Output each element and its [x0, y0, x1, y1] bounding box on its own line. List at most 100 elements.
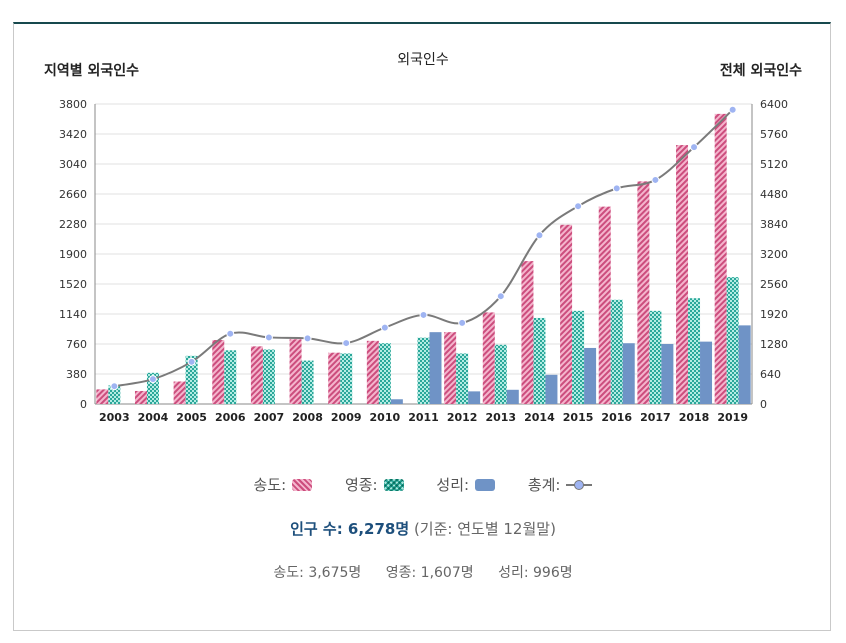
- right-tick-label: 1920: [760, 308, 788, 321]
- bar-songdo-2003: [96, 389, 109, 404]
- yeongjong-swatch-icon: [383, 478, 404, 491]
- bar-seongri-2014: [545, 374, 558, 404]
- bar-yeongjong-2006: [224, 350, 237, 404]
- legend-total[interactable]: 총계:: [528, 474, 593, 495]
- bar-songdo-2017: [637, 181, 650, 404]
- x-tick-label: 2004: [138, 411, 169, 424]
- x-tick-label: 2011: [408, 411, 439, 424]
- total-point-2019[interactable]: [728, 105, 737, 114]
- x-tick-label: 2007: [254, 411, 285, 424]
- bar-yeongjong-2012: [456, 353, 469, 404]
- bar-songdo-2019: [714, 113, 727, 405]
- total-point-2018[interactable]: [690, 143, 699, 152]
- total-point-2014[interactable]: [535, 231, 544, 240]
- x-tick-label: 2003: [99, 411, 130, 424]
- total-point-2013[interactable]: [496, 292, 505, 301]
- total-point-2017[interactable]: [651, 175, 660, 184]
- total-point-2007[interactable]: [264, 333, 273, 342]
- legend-total-label: 총계:: [527, 476, 561, 494]
- total-point-2009[interactable]: [342, 339, 351, 348]
- bar-yeongjong-2010: [378, 343, 391, 404]
- bar-songdo-2008: [289, 339, 302, 404]
- bar-yeongjong-2009: [340, 353, 353, 404]
- total-point-2006[interactable]: [226, 329, 235, 338]
- total-point-2015[interactable]: [574, 202, 583, 211]
- left-tick-label: 3800: [59, 98, 87, 111]
- total-point-2011[interactable]: [419, 310, 428, 319]
- right-tick-label: 6400: [760, 98, 788, 111]
- right-tick-label: 5120: [760, 158, 788, 171]
- left-axis-title: 지역별 외국인수: [44, 62, 139, 79]
- bar-yeongjong-2007: [262, 349, 275, 404]
- bar-yeongjong-2015: [572, 310, 585, 404]
- right-tick-label: 5760: [760, 128, 788, 141]
- population-detail: 송도: 3,675명 영종: 1,607명 성리: 996명: [0, 562, 846, 582]
- legend-seongri-label: 성리:: [436, 476, 470, 494]
- x-tick-label: 2014: [524, 411, 555, 424]
- total-line: [110, 105, 737, 391]
- left-tick-label: 380: [66, 368, 87, 381]
- bar-yeongjong-2003: [108, 385, 121, 404]
- right-tick-label: 640: [760, 368, 781, 381]
- population-total: 인구 수: 6,278명: [290, 520, 410, 538]
- bar-yeongjong-2016: [610, 299, 623, 404]
- x-tick-label: 2013: [485, 411, 516, 424]
- right-tick-label: 4480: [760, 188, 788, 201]
- total-point-2004[interactable]: [148, 375, 157, 384]
- songdo-swatch-icon: [292, 478, 313, 491]
- right-tick-label: 3200: [760, 248, 788, 261]
- x-tick-label: 2012: [447, 411, 478, 424]
- x-tick-label: 2019: [717, 411, 748, 424]
- x-tick-label: 2005: [176, 411, 207, 424]
- bar-songdo-2006: [212, 340, 225, 404]
- right-tick-label: 3840: [760, 218, 788, 231]
- total-point-2005[interactable]: [187, 357, 196, 366]
- chart-title: 외국인수: [397, 52, 449, 68]
- seongri-swatch-icon: [475, 478, 496, 491]
- left-tick-label: 0: [80, 398, 87, 411]
- bar-songdo-2009: [328, 352, 341, 404]
- bar-yeongjong-2005: [185, 355, 198, 404]
- bar-songdo-2005: [173, 381, 186, 404]
- left-tick-label: 3420: [59, 128, 87, 141]
- bar-songdo-2004: [134, 390, 147, 404]
- left-axis-ticks: 0 380 760 1140 1520 1900 2280 2660 3040 3420 3800: [59, 98, 87, 411]
- legend-yeongjong-label: 영종:: [344, 476, 378, 494]
- bar-songdo-2012: [444, 332, 457, 404]
- bar-songdo-2018: [676, 145, 689, 405]
- total-point-2003[interactable]: [110, 382, 119, 391]
- total-point-2010[interactable]: [380, 323, 389, 332]
- bar-yeongjong-2008: [301, 360, 314, 404]
- left-tick-label: 1900: [59, 248, 87, 261]
- left-tick-label: 1520: [59, 278, 87, 291]
- bar-seongri-2017: [661, 344, 674, 404]
- x-tick-label: 2006: [215, 411, 246, 424]
- bar-seongri-2015: [584, 347, 597, 404]
- detail-seongri: 성리: 996명: [498, 565, 573, 581]
- chart-svg: 외국인수 지역별 외국인수 전체 외국인수 0 380 760 1140 1520 190…: [44, 52, 802, 424]
- right-tick-label: 1280: [760, 338, 788, 351]
- bar-seongri-2011: [429, 332, 442, 404]
- left-tick-label: 760: [66, 338, 87, 351]
- left-tick-label: 2280: [59, 218, 87, 231]
- legend: 송도: 영종: 성리: 총계:: [0, 474, 846, 495]
- x-tick-label: 2015: [563, 411, 594, 424]
- x-tick-label: 2018: [679, 411, 710, 424]
- bar-yeongjong-2011: [417, 337, 430, 404]
- right-tick-label: 0: [760, 398, 767, 411]
- total-point-2008[interactable]: [303, 334, 312, 343]
- right-tick-label: 2560: [760, 278, 788, 291]
- x-tick-label: 2008: [292, 411, 323, 424]
- bar-seongri-2010: [390, 399, 403, 404]
- bar-seongri-2019: [738, 325, 751, 404]
- total-point-2012[interactable]: [458, 318, 467, 327]
- legend-songdo[interactable]: 송도:: [254, 474, 313, 495]
- total-point-2016[interactable]: [612, 184, 621, 193]
- bar-songdo-2007: [250, 346, 263, 404]
- legend-seongri[interactable]: 성리:: [436, 474, 496, 495]
- legend-yeongjong[interactable]: 영종:: [345, 474, 404, 495]
- left-tick-label: 3040: [59, 158, 87, 171]
- bar-seongri-2016: [622, 343, 635, 404]
- left-tick-label: 2660: [59, 188, 87, 201]
- bar-yeongjong-2014: [533, 317, 546, 404]
